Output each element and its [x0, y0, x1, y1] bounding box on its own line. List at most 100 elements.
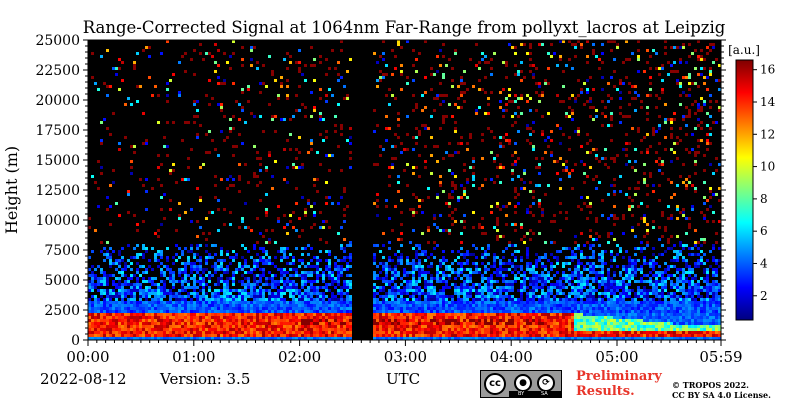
heatmap-cell-3313: [445, 274, 448, 277]
heatmap-cell-1259: [223, 292, 226, 295]
heatmap-cell-4905: [589, 322, 592, 325]
heatmap-cell-299: [121, 274, 124, 277]
heatmap-cell-4300: [535, 265, 538, 268]
heatmap-cell-255: [115, 325, 118, 328]
heatmap-cell-4795: [580, 316, 583, 319]
heatmap-cell-2901: [406, 304, 409, 307]
heatmap-cell-46: [91, 331, 94, 334]
heatmap-cell-3412: [454, 286, 457, 289]
heatmap-cell-3278: [442, 250, 445, 253]
heatmap-cell-4304: [535, 280, 538, 283]
heatmap-cell-695: [163, 337, 166, 340]
heatmap-cell-1230: [220, 295, 223, 298]
heatmap-cell-1589: [256, 307, 259, 310]
heatmap-cell-2849: [400, 313, 403, 316]
heatmap-cell-2869: [403, 304, 406, 307]
heatmap-cell-1691: [265, 328, 268, 331]
heatmap-cell-4102: [517, 307, 520, 310]
heatmap-cell-1386: [235, 331, 238, 334]
heatmap-cell-2999: [415, 298, 418, 301]
heatmap-cell-526: [145, 307, 148, 310]
heatmap-cell-2363: [334, 256, 337, 259]
heatmap-cell-4565: [559, 322, 562, 325]
heatmap-cell-3059: [421, 271, 424, 274]
heatmap-cell-3694: [481, 256, 484, 259]
heatmap-cell-1200: [217, 301, 220, 304]
heatmap-cell-1687: [265, 316, 268, 319]
heatmap-cell-3912: [502, 109, 505, 112]
heatmap-cell-204: [109, 322, 112, 325]
heatmap-cell-1449: [241, 331, 244, 334]
heatmap-cell-3554: [466, 301, 469, 304]
heatmap-cell-3686: [481, 139, 484, 142]
heatmap-cell-388: [130, 310, 133, 313]
heatmap-cell-2579: [376, 124, 379, 127]
heatmap-cell-4208: [526, 328, 529, 331]
heatmap-cell-2464: [343, 283, 346, 286]
heatmap-cell-3352: [448, 307, 451, 310]
heatmap-cell-2845: [400, 301, 403, 304]
heatmap-cell-4797: [580, 322, 583, 325]
heatmap-cell-4761: [577, 322, 580, 325]
heatmap-cell-4511: [556, 124, 559, 127]
heatmap-cell-3001: [415, 304, 418, 307]
heatmap-cell-2110: [307, 325, 310, 328]
heatmap-cell-963: [193, 304, 196, 307]
heatmap-cell-1326: [229, 316, 232, 319]
heatmap-cell-564: [151, 268, 154, 271]
heatmap-cell-4539: [559, 55, 562, 58]
heatmap-cell-4881: [589, 211, 592, 214]
heatmap-cell-1398: [238, 265, 241, 268]
heatmap-cell-3595: [472, 157, 475, 160]
heatmap-cell-2521: [349, 253, 352, 256]
heatmap-cell-4114: [520, 61, 523, 64]
heatmap-cell-1388: [235, 337, 238, 340]
heatmap-cell-1286: [226, 283, 229, 286]
heatmap-cell-1538: [253, 172, 256, 175]
heatmap-cell-2812: [397, 310, 400, 313]
heatmap-cell-422: [133, 328, 136, 331]
heatmap-cell-3304: [445, 64, 448, 67]
heatmap-cell-4006: [508, 334, 511, 337]
heatmap-cell-2688: [385, 322, 388, 325]
heatmap-cell-4869: [586, 334, 589, 337]
heatmap-cell-2277: [325, 196, 328, 199]
heatmap-cell-4954: [595, 175, 598, 178]
heatmap-cell-1433: [241, 280, 244, 283]
heatmap-cell-4654: [568, 310, 571, 313]
heatmap-cell-1975: [295, 283, 298, 286]
heatmap-cell-4876: [589, 139, 592, 142]
heatmap-cell-2878: [403, 331, 406, 334]
heatmap-cell-3847: [496, 220, 499, 223]
heatmap-cell-924: [190, 268, 193, 271]
heatmap-cell-1399: [238, 268, 241, 271]
heatmap-cell-4815: [583, 283, 586, 286]
heatmap-cell-3866: [496, 313, 499, 316]
heatmap-cell-1795: [277, 307, 280, 310]
heatmap-cell-2949: [412, 247, 415, 250]
heatmap-cell-4960: [595, 265, 598, 268]
heatmap-cell-1134: [211, 292, 214, 295]
heatmap-cell-2576: [376, 61, 379, 64]
heatmap-cell-1344: [232, 256, 235, 259]
heatmap-cell-1798: [277, 316, 280, 319]
heatmap-cell-1935: [292, 211, 295, 214]
heatmap-cell-430: [136, 229, 139, 232]
heatmap-cell-2539: [349, 325, 352, 328]
heatmap-cell-419: [133, 319, 136, 322]
heatmap-cell-1874: [286, 97, 289, 100]
heatmap-cell-2568: [373, 316, 376, 319]
heatmap-cell-1566: [253, 334, 256, 337]
heatmap-cell-2522: [349, 256, 352, 259]
heatmap-cell-1018: [199, 262, 202, 265]
heatmap-cell-3729: [484, 271, 487, 274]
heatmap-cell-1725: [271, 73, 274, 76]
heatmap-cell-1267: [223, 316, 226, 319]
heatmap-cell-734: [169, 280, 172, 283]
heatmap-cell-1155: [214, 184, 217, 187]
heatmap-cell-3256: [439, 310, 442, 313]
heatmap-cell-1372: [235, 271, 238, 274]
heatmap-cell-2079: [304, 316, 307, 319]
heatmap-cell-705: [166, 256, 169, 259]
heatmap-cell-1915: [289, 286, 292, 289]
